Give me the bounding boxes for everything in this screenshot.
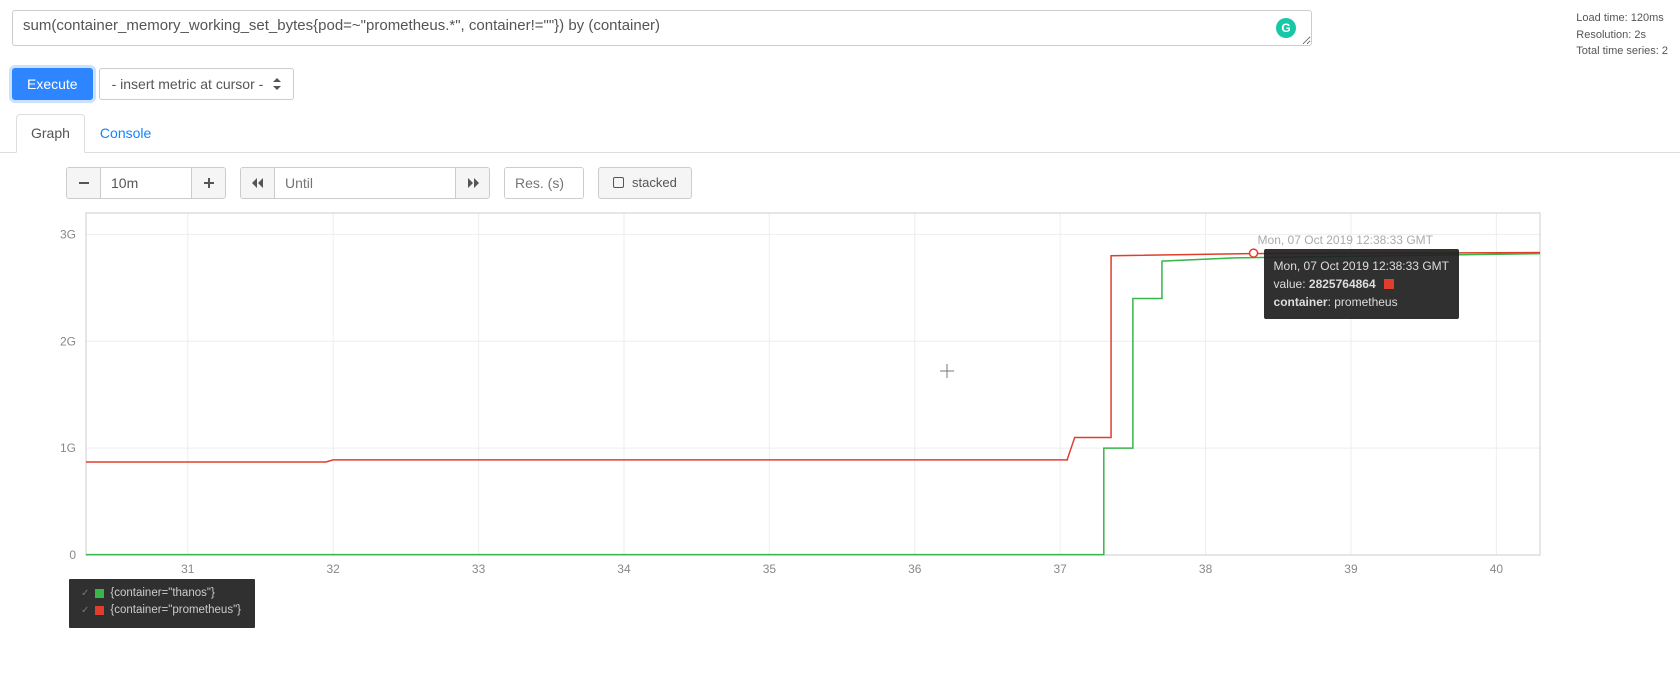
tab-graph[interactable]: Graph bbox=[16, 114, 85, 153]
query-input[interactable]: sum(container_memory_working_set_bytes{p… bbox=[12, 10, 1312, 46]
grammarly-icon: G bbox=[1276, 18, 1296, 38]
legend-label: {container="prometheus"} bbox=[110, 602, 241, 619]
svg-text:3G: 3G bbox=[60, 227, 76, 241]
time-back-button[interactable] bbox=[241, 168, 275, 198]
range-input[interactable] bbox=[101, 168, 191, 198]
svg-text:0: 0 bbox=[69, 548, 76, 562]
metric-select[interactable]: - insert metric at cursor - bbox=[99, 68, 295, 100]
until-input[interactable] bbox=[275, 168, 455, 198]
svg-text:37: 37 bbox=[1054, 562, 1068, 576]
query-stats: Load time: 120ms Resolution: 2s Total ti… bbox=[1556, 10, 1668, 60]
legend-label: {container="thanos"} bbox=[110, 585, 214, 602]
legend-item[interactable]: ✓ {container="prometheus"} bbox=[81, 602, 241, 619]
svg-text:32: 32 bbox=[327, 562, 341, 576]
hover-timestamp-dim: Mon, 07 Oct 2019 12:38:33 GMT bbox=[1258, 233, 1433, 247]
legend-item[interactable]: ✓ {container="thanos"} bbox=[81, 585, 241, 602]
stacked-toggle[interactable]: stacked bbox=[598, 167, 692, 199]
time-forward-button[interactable] bbox=[455, 168, 489, 198]
stat-load-time: Load time: 120ms bbox=[1576, 10, 1668, 27]
until-group bbox=[240, 167, 490, 199]
stat-total-series: Total time series: 2 bbox=[1576, 43, 1668, 60]
chart-area[interactable]: 0 1G 2G 3G 31 32 33 34 35 36 37 38 39 40 Mon, 07 Oct … bbox=[20, 209, 1660, 589]
plus-icon bbox=[203, 177, 215, 189]
tab-console[interactable]: Console bbox=[85, 114, 166, 153]
stat-resolution: Resolution: 2s bbox=[1576, 27, 1668, 44]
svg-text:36: 36 bbox=[908, 562, 922, 576]
svg-text:39: 39 bbox=[1344, 562, 1358, 576]
legend-swatch bbox=[95, 589, 104, 598]
range-increase-button[interactable] bbox=[191, 168, 225, 198]
stacked-label: stacked bbox=[632, 175, 677, 190]
time-range-group bbox=[66, 167, 226, 199]
metric-select-label: - insert metric at cursor - bbox=[112, 76, 264, 92]
svg-text:2G: 2G bbox=[60, 334, 76, 348]
svg-text:35: 35 bbox=[763, 562, 777, 576]
fastforward-icon bbox=[466, 177, 480, 189]
resolution-group bbox=[504, 167, 584, 199]
svg-text:33: 33 bbox=[472, 562, 486, 576]
svg-text:31: 31 bbox=[181, 562, 195, 576]
resolution-input[interactable] bbox=[505, 168, 583, 198]
check-icon: ✓ bbox=[81, 603, 89, 618]
range-decrease-button[interactable] bbox=[67, 168, 101, 198]
caret-updown-icon bbox=[273, 78, 281, 90]
minus-icon bbox=[78, 177, 90, 189]
chart-svg: 0 1G 2G 3G 31 32 33 34 35 36 37 38 39 40 bbox=[20, 209, 1660, 589]
checkbox-icon bbox=[613, 177, 624, 188]
execute-button[interactable]: Execute bbox=[12, 68, 93, 100]
svg-text:38: 38 bbox=[1199, 562, 1213, 576]
chart-legend: ✓ {container="thanos"} ✓ {container="promet… bbox=[69, 579, 255, 628]
svg-text:1G: 1G bbox=[60, 441, 76, 455]
check-icon: ✓ bbox=[81, 586, 89, 601]
rewind-icon bbox=[251, 177, 265, 189]
svg-text:40: 40 bbox=[1490, 562, 1504, 576]
svg-text:34: 34 bbox=[617, 562, 631, 576]
legend-swatch bbox=[95, 606, 104, 615]
